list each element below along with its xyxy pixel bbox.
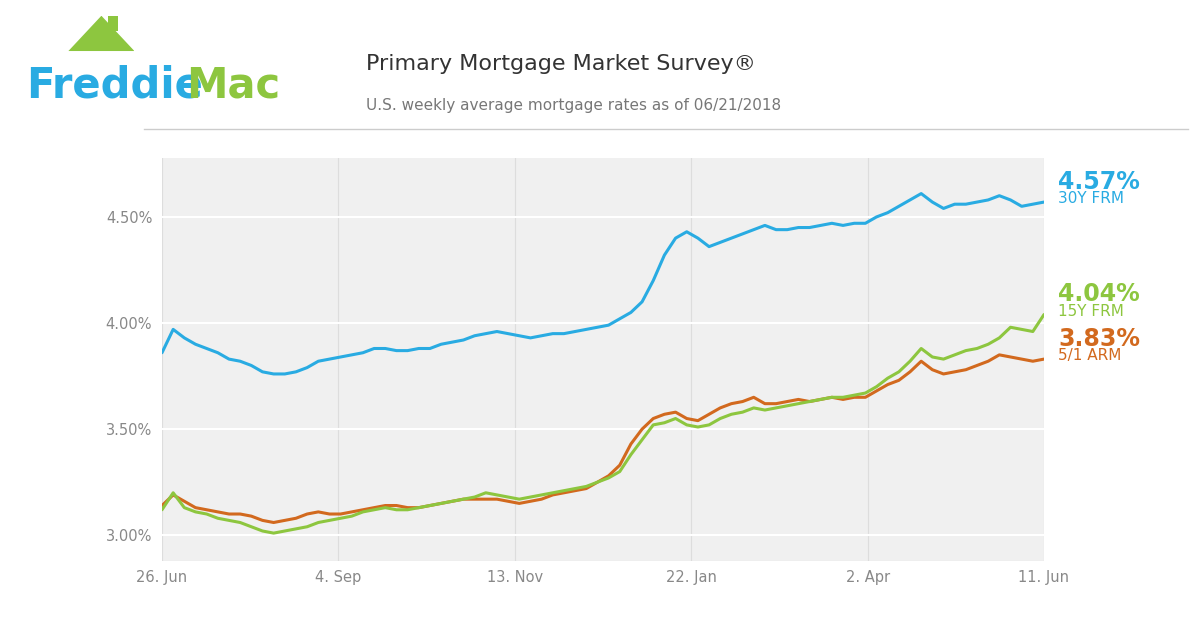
Text: 30Y FRM: 30Y FRM bbox=[1058, 192, 1124, 207]
Polygon shape bbox=[68, 16, 134, 51]
Text: Primary Mortgage Market Survey®: Primary Mortgage Market Survey® bbox=[366, 54, 756, 74]
Text: Freddie: Freddie bbox=[26, 64, 203, 106]
Text: 4.57%: 4.57% bbox=[1058, 170, 1140, 194]
Text: 15Y FRM: 15Y FRM bbox=[1058, 304, 1124, 319]
Text: 5/1 ARM: 5/1 ARM bbox=[1058, 348, 1122, 364]
Text: 4.04%: 4.04% bbox=[1058, 282, 1140, 306]
Polygon shape bbox=[108, 16, 118, 31]
Text: Mac: Mac bbox=[186, 64, 280, 106]
Text: U.S. weekly average mortgage rates as of 06/21/2018: U.S. weekly average mortgage rates as of… bbox=[366, 98, 781, 113]
Text: 3.83%: 3.83% bbox=[1058, 327, 1140, 351]
